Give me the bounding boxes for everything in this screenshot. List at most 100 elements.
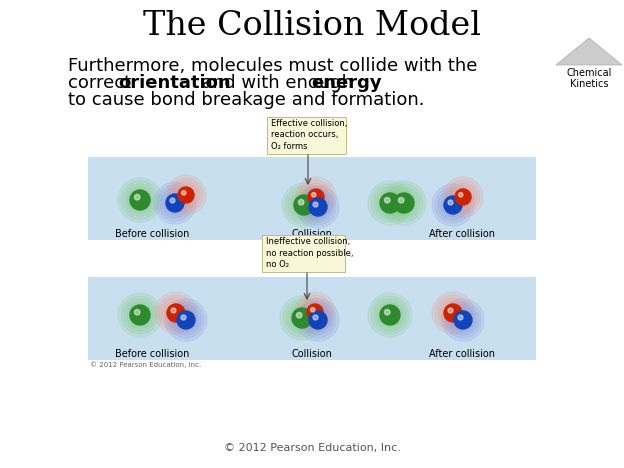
Circle shape [309,198,327,216]
Circle shape [298,199,304,205]
Circle shape [301,298,329,326]
Circle shape [311,307,315,312]
Circle shape [174,308,198,332]
Circle shape [124,299,156,331]
Circle shape [171,305,201,335]
Text: Before collision: Before collision [115,229,189,239]
Circle shape [127,302,153,328]
Circle shape [121,296,159,334]
Circle shape [444,304,462,322]
Circle shape [441,301,465,325]
Circle shape [165,299,207,341]
Text: Furthermore, molecules must collide with the: Furthermore, molecules must collide with… [68,57,477,75]
FancyBboxPatch shape [88,157,536,240]
Circle shape [288,189,320,221]
Circle shape [459,192,463,197]
Circle shape [306,308,330,332]
Circle shape [154,182,196,224]
Circle shape [444,196,462,214]
Text: The Collision Model: The Collision Model [143,10,481,42]
Text: to cause bond breakage and formation.: to cause bond breakage and formation. [68,91,424,109]
Circle shape [161,298,191,328]
Circle shape [384,197,390,203]
Circle shape [160,188,190,218]
Text: After collision: After collision [429,349,495,359]
Circle shape [130,305,150,325]
Circle shape [446,180,480,214]
Circle shape [163,191,187,215]
Circle shape [451,308,475,332]
Circle shape [285,186,323,224]
Circle shape [296,177,336,217]
Circle shape [127,187,153,213]
Circle shape [296,313,302,318]
Circle shape [368,181,412,225]
Text: orientation: orientation [118,74,231,92]
Circle shape [305,186,327,208]
Circle shape [158,295,194,331]
Circle shape [438,298,468,328]
Text: Kinetics: Kinetics [570,79,608,89]
FancyBboxPatch shape [88,277,536,360]
Circle shape [297,299,339,341]
Circle shape [178,187,194,203]
Circle shape [282,183,326,227]
Circle shape [445,302,481,338]
Circle shape [306,195,330,219]
Circle shape [286,302,318,334]
Circle shape [380,305,400,325]
Text: energy: energy [311,74,382,92]
Circle shape [432,292,474,334]
Circle shape [297,186,339,228]
Circle shape [289,305,315,331]
Circle shape [124,184,156,216]
Circle shape [164,301,188,325]
Circle shape [303,305,333,335]
Circle shape [448,308,453,313]
Text: Chemical: Chemical [567,68,612,78]
Circle shape [438,190,468,220]
Circle shape [368,293,412,337]
Circle shape [313,315,318,320]
Circle shape [374,299,406,331]
Circle shape [175,184,197,206]
Circle shape [280,296,324,340]
Circle shape [182,190,186,195]
Circle shape [308,189,324,205]
Circle shape [454,311,472,329]
Circle shape [166,194,184,212]
Text: Before collision: Before collision [115,349,189,359]
Text: © 2012 Pearson Education, Inc.: © 2012 Pearson Education, Inc. [90,362,202,368]
Circle shape [371,184,409,222]
Text: After collision: After collision [429,229,495,239]
Circle shape [304,301,326,323]
Circle shape [442,299,484,341]
Circle shape [118,178,162,222]
Circle shape [313,202,318,207]
Circle shape [380,193,400,213]
Circle shape [458,315,463,320]
Circle shape [377,302,403,328]
Circle shape [435,187,471,223]
Circle shape [130,190,150,210]
Circle shape [303,192,333,222]
Circle shape [155,292,197,334]
Circle shape [302,183,330,211]
Circle shape [377,190,403,216]
Circle shape [292,308,312,328]
Circle shape [385,184,423,222]
Circle shape [432,184,474,226]
Circle shape [181,315,186,320]
Circle shape [374,187,406,219]
Circle shape [291,192,317,218]
Circle shape [448,200,453,205]
Circle shape [300,189,336,225]
Circle shape [449,183,477,211]
Circle shape [435,295,471,331]
Circle shape [371,296,409,334]
Circle shape [172,181,200,209]
Circle shape [382,181,426,225]
Circle shape [309,311,327,329]
Circle shape [134,194,140,200]
Circle shape [167,304,185,322]
